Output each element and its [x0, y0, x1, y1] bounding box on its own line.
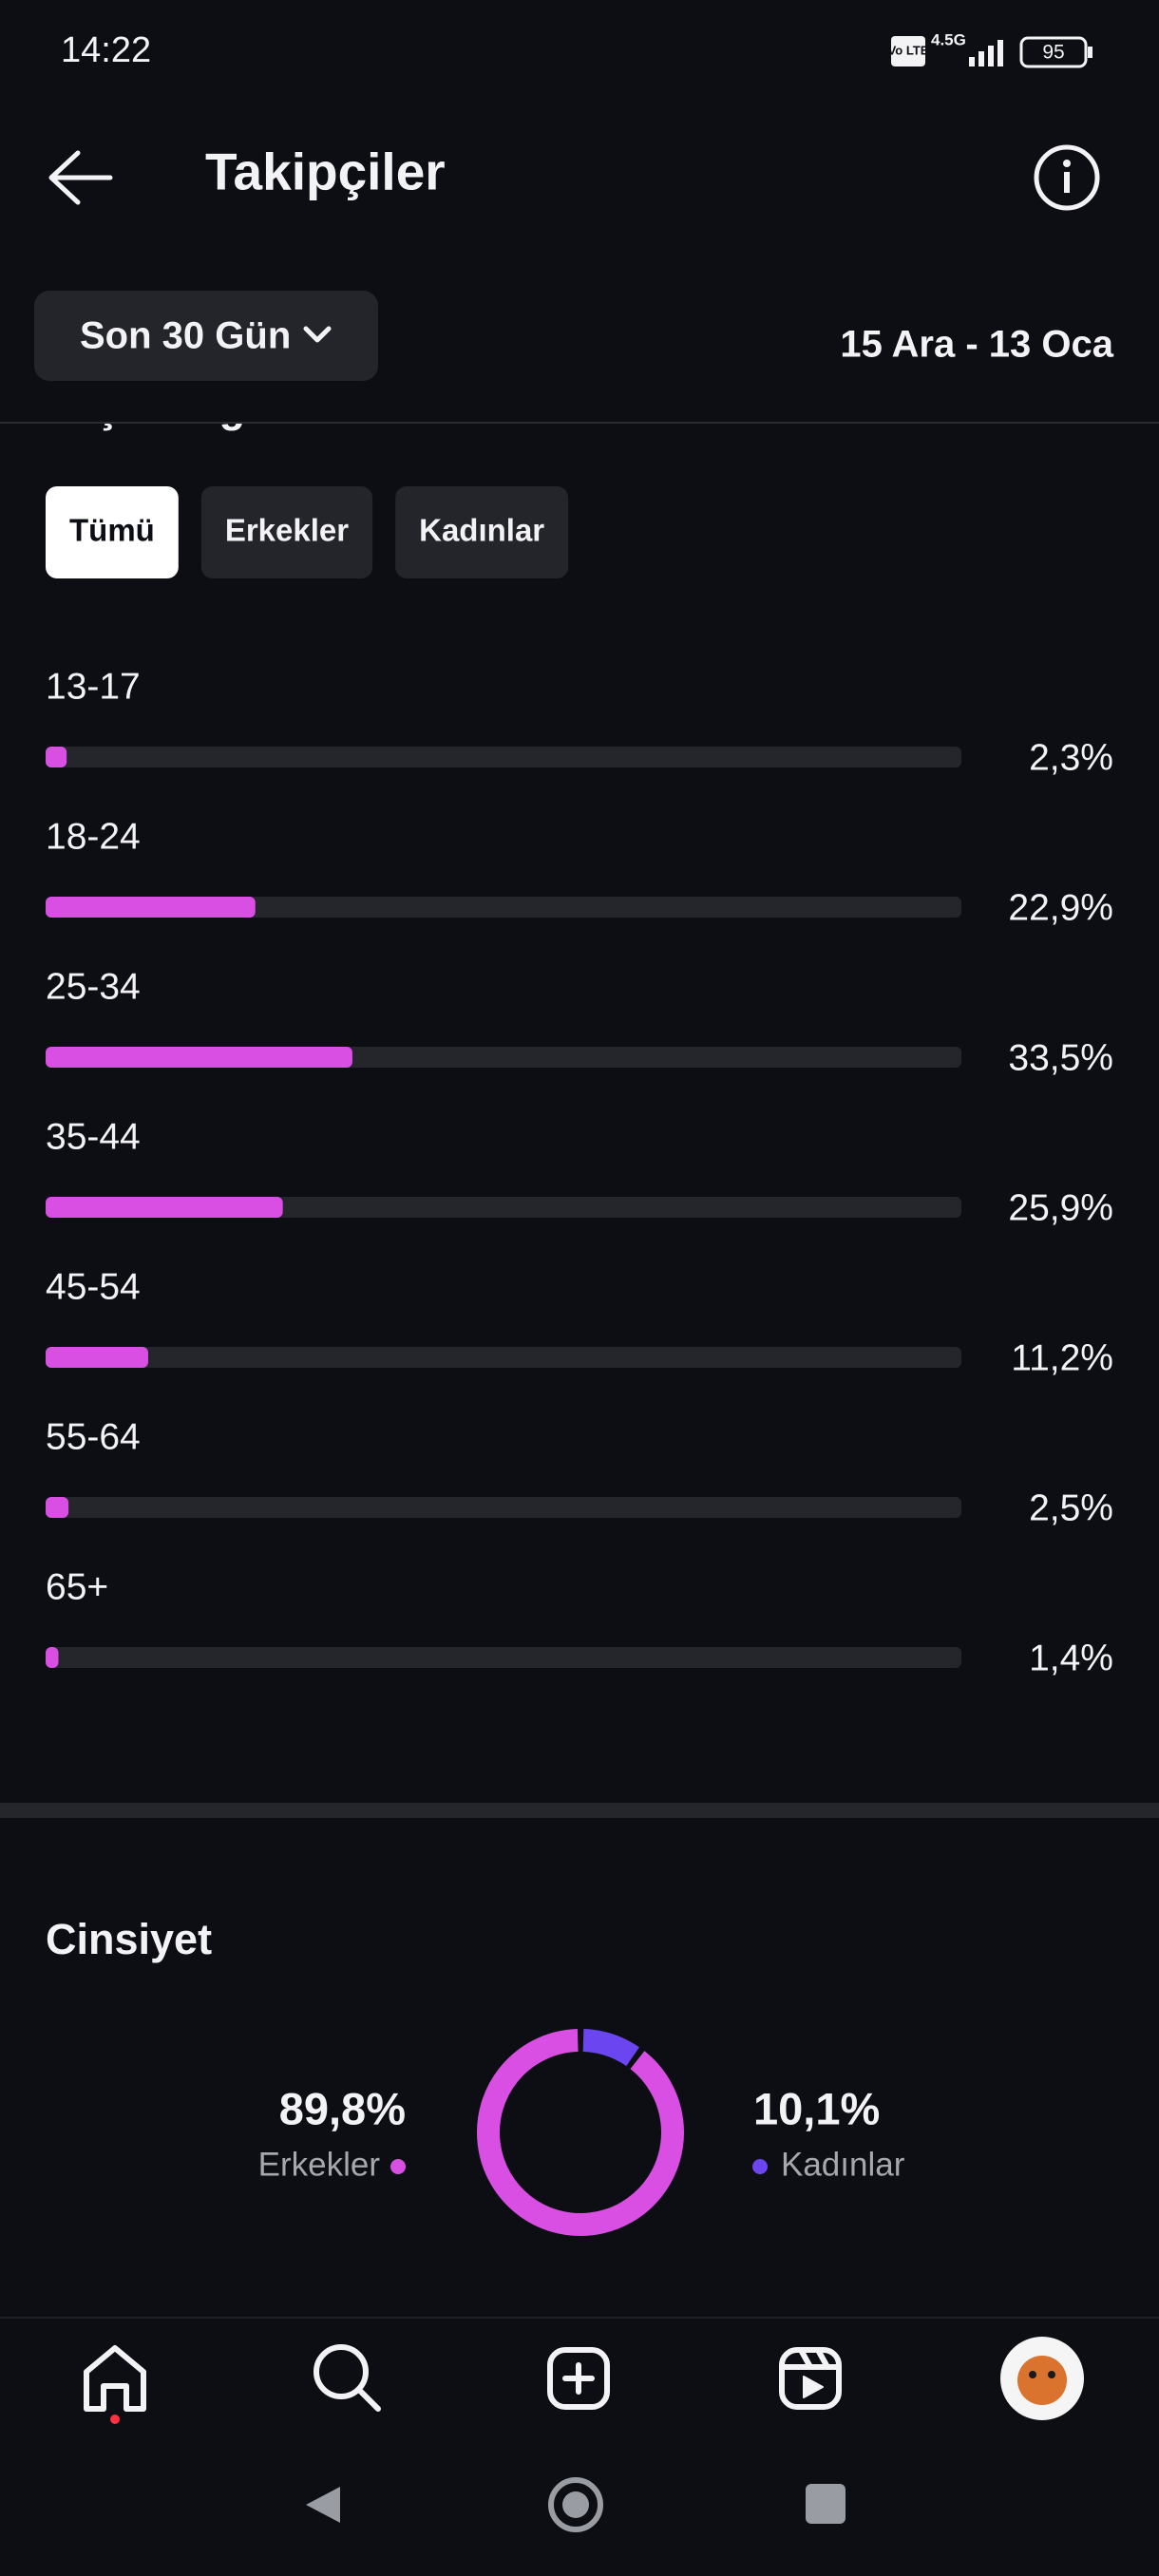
category-label: 35-44 [46, 1116, 141, 1157]
bar [46, 1347, 148, 1368]
value-label: 2,5% [1029, 1487, 1113, 1528]
status-time: 14:22 [61, 30, 151, 70]
chart-title: Cinsiyet [46, 1915, 212, 1963]
bar [46, 897, 256, 918]
home-tab[interactable] [84, 2345, 146, 2412]
tab-label: Tümü [69, 513, 155, 548]
info-button[interactable] [1034, 144, 1100, 211]
category-label: 55-64 [46, 1416, 141, 1457]
back-button[interactable] [48, 150, 113, 205]
value-label: 25,9% [1008, 1187, 1113, 1228]
signal-icon [969, 40, 1003, 66]
tab-label: Kadınlar [419, 513, 544, 548]
bar [46, 1047, 352, 1068]
battery-icon [1019, 36, 1088, 68]
profile-tab[interactable] [1000, 2337, 1084, 2420]
page-title: Takipçiler [205, 142, 446, 201]
category-label: 65+ [46, 1566, 108, 1607]
network-label: 4.5G [931, 30, 966, 48]
tab[interactable] [46, 486, 179, 578]
chevron-down [303, 326, 332, 343]
volte-label: Vo LTE [888, 43, 929, 57]
period-filter[interactable] [34, 291, 378, 381]
bar [46, 1647, 59, 1668]
category-label: 18-24 [46, 816, 141, 857]
search-tab[interactable] [314, 2344, 381, 2412]
value-label: 89,8% [279, 2083, 406, 2133]
tab-label: Erkekler [225, 513, 349, 548]
bar-track [46, 1347, 961, 1368]
bar-track [46, 747, 961, 767]
donut-segment [477, 2029, 684, 2236]
donut-segment [477, 2029, 684, 2236]
tab[interactable] [200, 486, 373, 578]
volte-badge [891, 36, 925, 66]
legend-label: Erkekler [258, 2146, 381, 2183]
category-label: 13-17 [46, 666, 141, 707]
battery-level: 95 [1042, 42, 1064, 64]
period-filter-label: Son 30 Gün [80, 315, 291, 357]
battery-tip [1088, 47, 1092, 58]
bar-track [46, 1497, 961, 1518]
system-back[interactable] [306, 2487, 340, 2523]
legend-dot [390, 2159, 406, 2174]
category-label: 45-54 [46, 1266, 141, 1307]
bar [46, 1197, 283, 1218]
category-label: 25-34 [46, 966, 141, 1007]
legend-label: Kadınlar [781, 2146, 905, 2183]
value-label: 11,2% [1011, 1337, 1113, 1378]
legend-dot [752, 2159, 768, 2174]
bar [46, 1497, 69, 1518]
value-label: 2,3% [1029, 737, 1113, 778]
section-separator [0, 1803, 1159, 1818]
system-recents[interactable] [806, 2484, 846, 2524]
notification-dot [110, 2415, 120, 2424]
reels-tab[interactable] [779, 2347, 842, 2410]
value-label: 22,9% [1008, 887, 1113, 928]
value-label: 10,1% [753, 2083, 880, 2133]
date-range: 15 Ara - 13 Oca [840, 324, 1113, 366]
value-label: 1,4% [1029, 1638, 1113, 1678]
value-label: 33,5% [1008, 1037, 1113, 1078]
tab[interactable] [395, 486, 569, 578]
bar [46, 747, 67, 767]
bar-track [46, 1647, 961, 1668]
bar-track [46, 897, 961, 918]
create-tab[interactable] [547, 2347, 610, 2410]
system-home[interactable] [548, 2477, 603, 2532]
